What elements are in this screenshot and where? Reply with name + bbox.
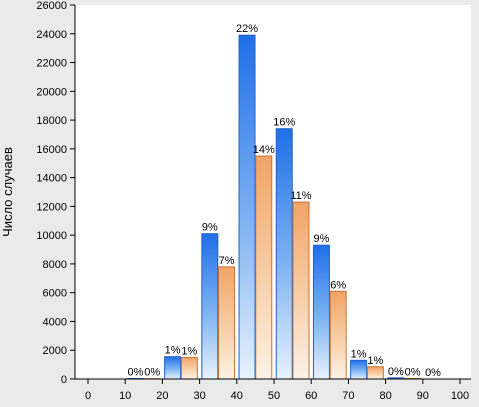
bar-label-orange-35: 7%	[219, 255, 235, 267]
bar-label-orange-65: 6%	[330, 279, 346, 291]
bar-label-blue-65: 9%	[313, 233, 329, 245]
x-tick-label: 80	[379, 390, 391, 402]
bar-orange-45	[256, 156, 272, 379]
bar-blue-75	[351, 360, 367, 379]
x-tick-label: 60	[305, 390, 317, 402]
y-tick-label: 12000	[36, 201, 67, 213]
bar-label-orange-85: 0%	[405, 366, 421, 378]
bar-label-orange-15: 0%	[144, 367, 160, 379]
y-tick-label: 24000	[36, 29, 67, 41]
y-tick-label: 22000	[36, 58, 67, 70]
bar-label-blue-55: 16%	[273, 117, 295, 129]
bar-label-blue-85: 0%	[388, 366, 404, 378]
y-tick-label: 18000	[36, 115, 67, 127]
y-tick-label: 8000	[43, 259, 67, 271]
bar-label-blue-25: 1%	[165, 345, 181, 357]
bar-label-orange-25: 1%	[181, 345, 197, 357]
y-tick-label: 26000	[36, 0, 67, 12]
x-tick-label: 20	[156, 390, 168, 402]
y-tick-label: 2000	[43, 345, 67, 357]
x-tick-label: 40	[231, 390, 243, 402]
bar-label-blue-35: 9%	[202, 222, 218, 234]
bar-orange-55	[293, 202, 309, 379]
y-tick-label: 6000	[43, 288, 67, 300]
bar-blue-25	[165, 357, 181, 379]
y-tick-label: 14000	[36, 173, 67, 185]
bar-label-blue-75: 1%	[351, 348, 367, 360]
bar-orange-35	[219, 267, 235, 379]
bar-label-blue-95: 0%	[425, 367, 441, 379]
x-tick-label: 0	[85, 390, 91, 402]
bar-blue-65	[313, 245, 329, 379]
bar-label-blue-15: 0%	[127, 367, 143, 379]
bar-label-orange-55: 11%	[290, 190, 311, 202]
bar-label-orange-45: 14%	[253, 144, 275, 156]
y-axis-label: Число случаев	[0, 147, 15, 237]
x-tick-label: 10	[119, 390, 131, 402]
plot-area	[75, 5, 471, 379]
x-tick-label: 70	[342, 390, 354, 402]
bar-blue-45	[239, 35, 255, 379]
bar-orange-65	[330, 291, 346, 379]
y-tick-label: 0	[61, 374, 67, 386]
bar-orange-25	[181, 357, 197, 379]
y-tick-label: 16000	[36, 144, 67, 156]
bar-label-orange-75: 1%	[367, 355, 383, 367]
x-tick-label: 100	[451, 390, 469, 402]
bar-blue-55	[276, 129, 292, 379]
bar-orange-75	[367, 367, 383, 379]
x-tick-label: 90	[417, 390, 429, 402]
y-tick-label: 10000	[36, 230, 67, 242]
y-tick-label: 4000	[43, 316, 67, 328]
x-axis-ticks: 0 10 20 30 40 50 60 70 80 90 100	[85, 379, 469, 402]
bar-blue-35	[202, 234, 218, 379]
x-tick-label: 50	[268, 390, 280, 402]
y-tick-label: 20000	[36, 86, 67, 98]
x-tick-label: 30	[193, 390, 205, 402]
y-axis-ticks: 0 2000 4000 6000 8000 10000 12000 14000 16000 180…	[36, 0, 75, 386]
bar-label-blue-45: 22%	[236, 23, 258, 35]
